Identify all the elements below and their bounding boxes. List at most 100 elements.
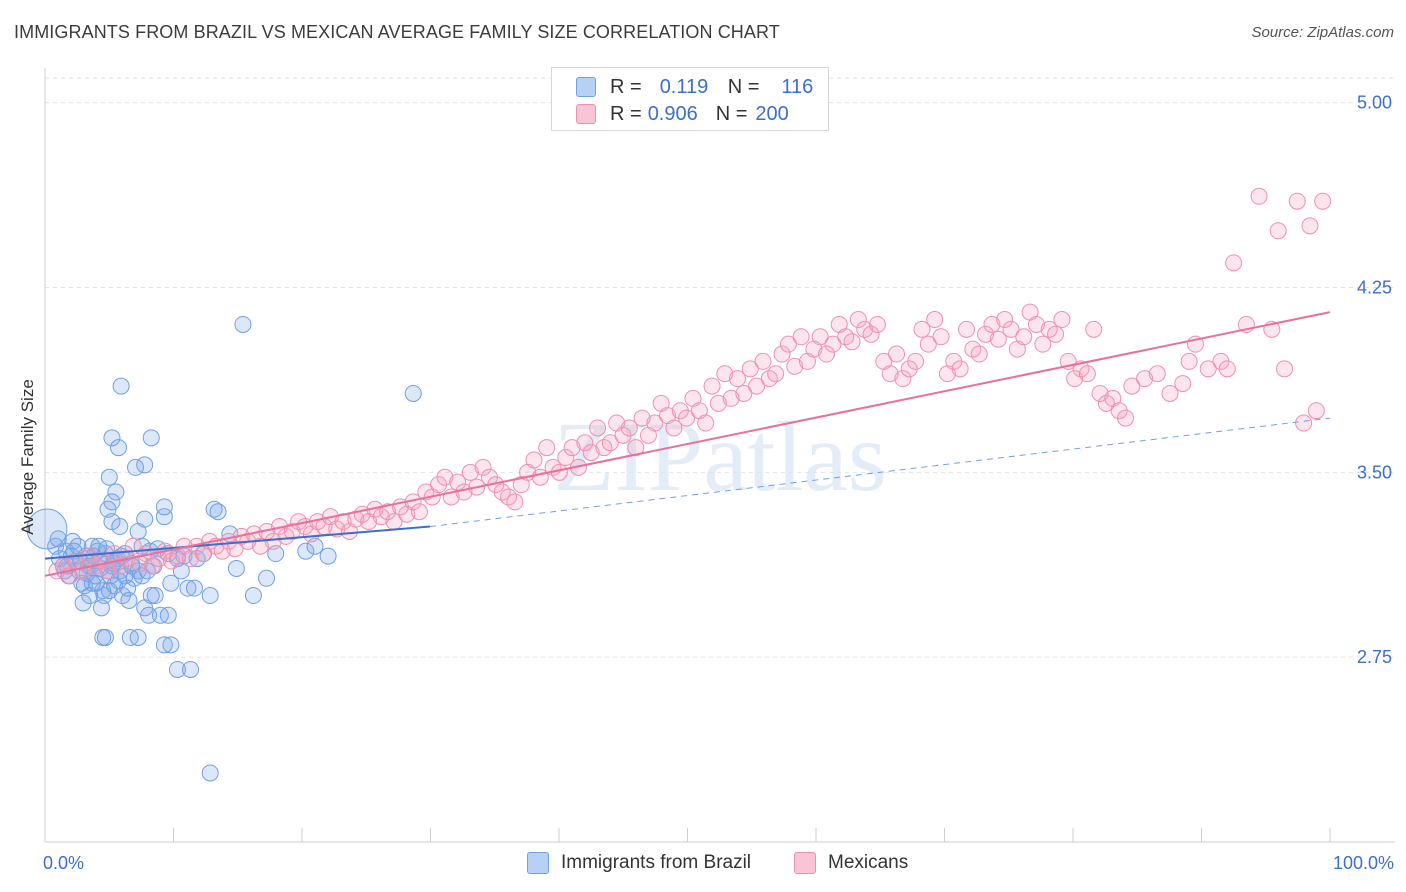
trend-line-brazil-extension <box>429 417 1331 528</box>
x-axis-min-label: 0.0% <box>43 853 85 873</box>
legend-row-brazil: R = 0.119 N = 116 <box>576 74 813 100</box>
point-immigrants-from-brazil <box>155 498 173 516</box>
point-immigrants-from-brazil <box>49 530 67 548</box>
point-mexicans <box>678 409 696 427</box>
point-mexicans <box>1136 370 1154 388</box>
point-immigrants-from-brazil <box>404 384 422 402</box>
chart-title: IMMIGRANTS FROM BRAZIL VS MEXICAN AVERAG… <box>14 22 780 42</box>
point-immigrants-from-brazil <box>120 591 138 609</box>
point-mexicans <box>722 389 740 407</box>
point-mexicans <box>1091 384 1109 402</box>
point-mexicans <box>474 458 492 476</box>
point-mexicans <box>576 434 594 452</box>
point-mexicans <box>697 414 715 432</box>
point-mexicans <box>703 377 721 395</box>
point-mexicans <box>627 439 645 457</box>
point-mexicans <box>989 330 1007 348</box>
point-mexicans <box>970 345 988 363</box>
legend-n-value: 116 <box>781 75 814 98</box>
point-mexicans <box>589 419 607 437</box>
point-mexicans <box>767 365 785 383</box>
bottom-legend-label-mexicans: Mexicans <box>828 852 909 873</box>
trend-lines <box>44 311 1331 577</box>
point-mexicans <box>894 370 912 388</box>
point-mexicans <box>754 352 772 370</box>
point-mexicans <box>881 365 899 383</box>
point-immigrants-from-brazil <box>103 493 121 511</box>
point-mexicans <box>1174 375 1192 393</box>
point-mexicans <box>1015 328 1033 346</box>
y-tick-label: 2.75 <box>1357 647 1392 667</box>
point-immigrants-from-brazil <box>136 510 154 528</box>
point-immigrants-from-brazil <box>168 660 186 678</box>
watermark: ZIPatlas <box>553 401 886 512</box>
point-immigrants-from-brazil <box>155 636 173 654</box>
point-immigrants-from-brazil <box>179 579 197 597</box>
legend-n-label: N = <box>727 75 760 98</box>
point-mexicans <box>1027 315 1045 333</box>
y-tick-labels: 2.75 3.50 4.25 5.00 <box>1357 93 1392 668</box>
point-mexicans <box>633 409 651 427</box>
point-immigrants-from-brazil <box>96 628 114 646</box>
point-mexicans <box>1078 365 1096 383</box>
point-mexicans <box>582 444 600 462</box>
bottom-legend-swatch-brazil <box>527 852 549 874</box>
point-mexicans <box>665 419 683 437</box>
point-immigrants-from-brazil <box>100 468 118 486</box>
legend-r-value: 0.906 <box>647 102 698 125</box>
point-immigrants-from-brazil <box>227 559 245 577</box>
point-mexicans <box>461 463 479 481</box>
point-mexicans <box>1123 377 1141 395</box>
point-immigrants-from-brazil <box>297 542 315 560</box>
point-mexicans <box>862 325 880 343</box>
point-mexicans <box>1199 360 1217 378</box>
trend-line-mexicans <box>44 311 1331 577</box>
point-mexicans <box>1301 217 1319 235</box>
legend-row-mexicans: R = 0.906 N = 200 <box>576 101 789 127</box>
legend-r-label: R = <box>610 75 642 98</box>
point-mexicans <box>983 315 1001 333</box>
point-immigrants-from-brazil <box>107 483 125 501</box>
point-mexicans <box>951 360 969 378</box>
point-mexicans <box>926 311 944 329</box>
point-mexicans <box>1117 409 1135 427</box>
point-mexicans <box>824 335 842 353</box>
y-tick-label: 3.50 <box>1357 462 1392 482</box>
point-mexicans <box>716 365 734 383</box>
point-mexicans <box>849 311 867 329</box>
point-mexicans <box>709 394 727 412</box>
point-mexicans <box>646 414 664 432</box>
point-immigrants-from-brazil <box>155 508 173 526</box>
point-immigrants-from-brazil <box>87 574 105 592</box>
point-immigrants-from-brazil <box>140 606 158 624</box>
point-mexicans <box>773 345 791 363</box>
point-immigrants-from-brazil <box>182 660 200 678</box>
point-mexicans <box>888 345 906 363</box>
point-mexicans <box>741 360 759 378</box>
y-tick-label: 4.25 <box>1357 277 1392 297</box>
chart-source: Source: ZipAtlas.com <box>1251 24 1394 41</box>
point-mexicans <box>957 320 975 338</box>
point-immigrants-from-brazil <box>103 429 121 447</box>
point-mexicans <box>811 328 829 346</box>
y-axis-label: Average Family Size <box>18 379 37 535</box>
legend-swatch-mexicans <box>576 104 596 124</box>
point-immigrants-from-brazil <box>244 587 262 605</box>
point-immigrants-from-brazil <box>92 599 110 617</box>
point-mexicans <box>748 377 766 395</box>
point-mexicans <box>729 370 747 388</box>
bottom-legend-brazil[interactable]: Immigrants from Brazil <box>527 852 751 874</box>
bottom-legend-label-brazil: Immigrants from Brazil <box>561 852 752 873</box>
point-mexicans <box>843 333 861 351</box>
point-immigrants-from-brazil <box>119 579 137 597</box>
point-immigrants-from-brazil <box>234 315 252 333</box>
point-mexicans <box>334 513 352 531</box>
bottom-legend-mexicans[interactable]: Mexicans <box>794 852 908 874</box>
point-immigrants-from-brazil <box>142 587 160 605</box>
point-immigrants-from-brazil <box>146 587 164 605</box>
point-immigrants-from-brazil <box>26 508 68 550</box>
trend-line-brazil <box>44 525 431 560</box>
point-mexicans <box>1034 335 1052 353</box>
point-immigrants-from-brazil <box>136 456 154 474</box>
